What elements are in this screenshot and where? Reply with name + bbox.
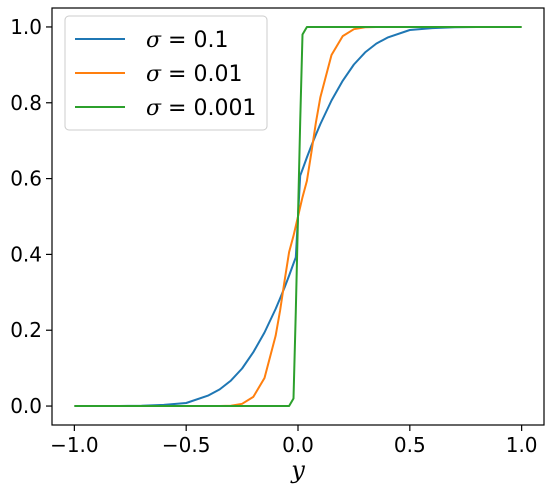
y-tick-label: 1.0: [10, 15, 42, 39]
legend-entry-2: σ = 0.01: [146, 62, 242, 87]
legend: σ = 0.1 σ = 0.01 σ = 0.001: [64, 15, 268, 131]
x-axis-label: y: [290, 456, 305, 484]
x-tick-label: 0.5: [394, 433, 426, 457]
series-line-3: [74, 26, 522, 407]
legend-entry-1: σ = 0.1: [146, 28, 228, 53]
x-axis: −1.0 −0.5 0.0 0.5 1.0: [50, 425, 538, 457]
x-tick-label: −0.5: [162, 433, 211, 457]
y-tick-label: 0.4: [10, 242, 42, 266]
legend-entry-3: σ = 0.001: [146, 96, 256, 121]
y-tick-label: 0.8: [10, 91, 42, 115]
series-layer: [74, 26, 522, 407]
y-tick-label: 0.0: [10, 394, 42, 418]
y-tick-label: 0.6: [10, 167, 42, 191]
x-tick-label: −1.0: [50, 433, 99, 457]
y-tick-label: 0.2: [10, 318, 42, 342]
y-axis: 0.0 0.2 0.4 0.6 0.8 1.0: [10, 15, 52, 418]
x-tick-label: 0.0: [282, 433, 314, 457]
x-tick-label: 1.0: [506, 433, 538, 457]
legend-box: [64, 15, 268, 131]
